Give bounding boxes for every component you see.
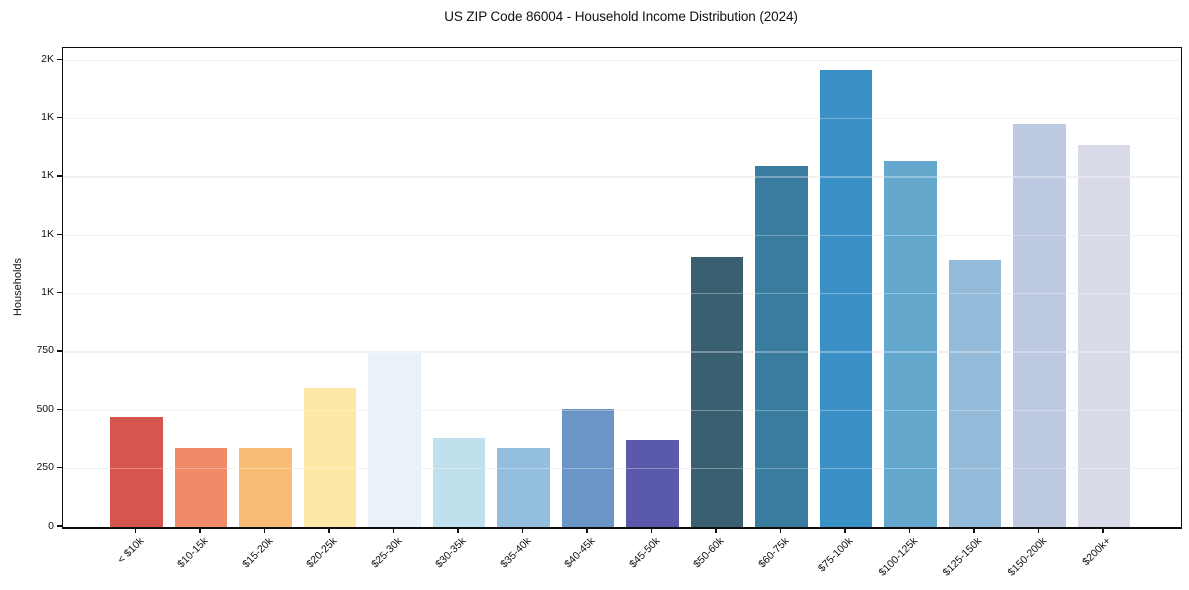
x-tick-mark [779,528,782,533]
bar [368,352,421,527]
y-tick-label: 1K [41,111,54,124]
x-tick-mark [908,528,911,533]
y-tick-mark [57,525,62,527]
x-tick-mark [392,528,395,533]
bar [755,166,808,527]
x-tick-mark [134,528,137,533]
bar [1077,145,1131,527]
x-tick-mark [199,528,201,533]
gridline [63,59,1181,61]
gridline [63,293,1181,295]
bar [432,438,486,527]
gridline [63,234,1181,236]
plot-area [62,47,1182,529]
bar [884,160,937,527]
y-tick-mark [57,466,62,469]
y-tick-mark [57,58,62,61]
bar [239,447,292,527]
y-tick-mark [57,233,62,236]
gridline [63,176,1181,178]
gridline [63,468,1181,470]
gridline [63,117,1181,120]
x-tick-mark [263,528,266,533]
gridline [63,234,1181,236]
x-tick-mark [1102,528,1104,533]
x-tick-mark [844,528,846,533]
bar [1013,124,1066,527]
gridline [63,59,1181,61]
bar [303,388,357,527]
x-tick-mark [650,528,653,533]
y-tick-label: 1K [41,227,54,240]
y-tick-label: 1K [41,286,54,299]
y-tick-mark [57,116,62,119]
y-tick-mark [57,175,62,177]
gridline [63,293,1181,295]
bar [497,447,550,527]
bar [690,257,744,527]
x-tick-mark [521,528,524,533]
gridline [63,351,1181,353]
y-tick-mark [57,291,62,294]
chart-title: US ZIP Code 86004 - Household Income Dis… [444,9,798,24]
gridline [63,409,1181,411]
x-tick-mark [1037,528,1040,533]
bar [561,409,615,527]
bar [948,259,1002,527]
y-tick-label: 1K [41,169,54,182]
bar [626,439,679,527]
x-tick-mark [328,528,330,533]
gridline [63,351,1181,353]
y-tick-label: 500 [36,402,54,415]
y-tick-mark [57,350,62,352]
gridline [63,117,1181,120]
x-tick-mark [457,528,459,533]
bar [110,417,163,527]
x-tick-mark [586,528,588,533]
gridline [63,409,1181,411]
gridline [63,468,1181,470]
y-tick-label: 0 [48,519,54,532]
bar [174,447,228,527]
gridline [63,176,1181,178]
y-tick-label: 250 [36,461,54,474]
y-tick-label: 2K [41,52,54,65]
bar [819,69,873,527]
y-tick-label: 750 [36,344,54,357]
x-tick-mark [715,528,717,533]
y-tick-mark [57,408,62,411]
x-tick-mark [973,528,975,533]
